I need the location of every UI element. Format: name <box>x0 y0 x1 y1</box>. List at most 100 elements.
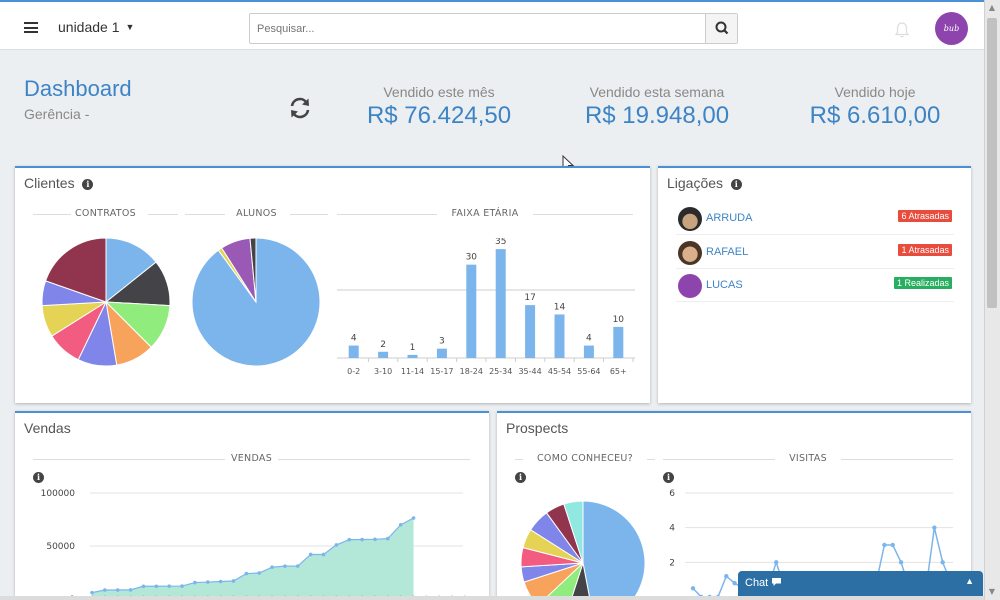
chat-widget[interactable]: Chat ▲ <box>738 571 983 596</box>
bar <box>407 354 418 358</box>
call-name[interactable]: RAFAEL <box>706 246 749 258</box>
data-point <box>898 560 904 565</box>
stat-week-value: R$ 19.948,00 <box>584 102 730 129</box>
data-point <box>724 574 729 579</box>
caret-down-icon: ▼ <box>125 22 135 32</box>
area-fill <box>92 518 414 599</box>
unit-label: unidade 1 <box>58 19 120 35</box>
avatar <box>678 207 702 231</box>
data-label: 4 <box>351 334 357 344</box>
unit-selector[interactable]: unidade 1 ▼ <box>58 19 134 35</box>
data-label: 35 <box>495 238 506 247</box>
series-line <box>91 517 414 594</box>
card-title: Prospects <box>506 420 569 436</box>
stat-month-label: Vendido este mês <box>383 84 495 100</box>
data-point <box>244 571 249 576</box>
y-tick-label: 100000 <box>41 489 76 499</box>
data-label: 10 <box>613 315 625 325</box>
call-row-arruda[interactable]: ARRUDA 6 Atrasadas <box>676 202 954 235</box>
call-row-rafael[interactable]: RAFAEL 1 Atrasadas <box>676 236 954 269</box>
data-point <box>283 564 287 568</box>
section-visitas: VISITAS <box>663 453 953 464</box>
x-tick-label: 45-54 <box>548 367 571 376</box>
data-point <box>882 542 887 548</box>
data-point <box>231 579 236 583</box>
data-point <box>270 565 274 569</box>
data-point <box>154 584 159 589</box>
chat-label: Chat <box>745 577 782 589</box>
stat-month: Vendido este mês R$ 76.424,50 <box>359 84 519 130</box>
x-tick-label: 55-64 <box>577 367 600 376</box>
section-contratos: CONTRATOS <box>33 208 178 219</box>
call-name[interactable]: LUCAS <box>706 279 743 291</box>
bell-icon[interactable] <box>893 21 911 39</box>
x-tick-label: 18-24 <box>460 367 483 376</box>
info-icon[interactable]: i <box>515 472 526 483</box>
clientes-card: Clientes i CONTRATOS ALUNOS FAIXA ETÁRIA… <box>15 166 650 403</box>
data-point <box>398 523 403 527</box>
status-badge: 1 Atrasadas <box>898 244 952 256</box>
data-point <box>128 588 133 592</box>
data-label: 14 <box>554 302 566 312</box>
user-avatar[interactable]: bub <box>935 12 968 45</box>
x-tick-label: 15-17 <box>430 367 453 376</box>
data-label: 17 <box>524 293 535 303</box>
data-label: 1 <box>410 343 416 353</box>
search-input[interactable] <box>250 14 705 43</box>
x-tick-label: 3-10 <box>374 367 392 376</box>
data-point <box>360 537 364 542</box>
bar <box>613 326 624 358</box>
scroll-thumb[interactable] <box>987 18 997 308</box>
info-icon[interactable]: i <box>82 179 94 190</box>
faixa-etaria-bar-chart: 4 0-2 2 3-10 1 11-14 3 15-17 30 18-24 35 25-34 17 35-… <box>337 238 635 376</box>
info-icon[interactable]: i <box>730 179 742 190</box>
page-scrollbar[interactable]: ▲ ▼ <box>984 0 1000 600</box>
avatar <box>678 274 702 298</box>
avatar-logo-text: bub <box>943 24 960 33</box>
call-row-lucas[interactable]: LUCAS 1 Realizadas <box>676 269 954 302</box>
data-label: 3 <box>439 337 445 347</box>
stat-today-value: R$ 6.610,00 <box>809 102 941 129</box>
data-label: 30 <box>466 253 478 263</box>
data-point <box>690 586 696 591</box>
data-point <box>373 537 377 542</box>
pie-slice <box>44 237 107 303</box>
search-box <box>249 13 738 44</box>
data-point <box>386 536 390 541</box>
search-icon <box>715 21 729 35</box>
data-point <box>932 525 937 530</box>
data-point <box>732 580 737 586</box>
pie-slice <box>582 500 646 600</box>
x-tick-label: 0-2 <box>347 367 360 376</box>
refresh-icon[interactable] <box>288 96 312 120</box>
horizontal-scrollbar[interactable] <box>0 596 984 600</box>
hamburger-menu-icon[interactable] <box>24 22 38 33</box>
scroll-down-arrow-icon[interactable]: ▼ <box>988 587 996 596</box>
card-title: Clientes i <box>24 175 94 191</box>
top-navbar: unidade 1 ▼ bub <box>0 0 984 50</box>
chat-text: Chat <box>745 577 769 589</box>
data-point <box>115 588 120 592</box>
page-subtitle: Gerência - <box>24 106 90 122</box>
pie-slice <box>570 562 591 600</box>
bar <box>525 305 536 358</box>
contratos-pie-chart <box>41 237 171 367</box>
bar <box>466 264 477 358</box>
bar <box>378 351 389 358</box>
info-icon[interactable]: i <box>33 472 44 483</box>
stat-week: Vendido esta semana R$ 19.948,00 <box>577 84 737 130</box>
y-tick-label: 50000 <box>46 542 75 552</box>
chevron-up-icon[interactable]: ▲ <box>965 576 974 586</box>
bar <box>583 345 594 358</box>
search-button[interactable] <box>705 14 737 43</box>
ligacoes-card: Ligações i ARRUDA 6 Atrasadas RAFAEL 1 A… <box>658 166 971 403</box>
info-icon[interactable]: i <box>663 472 674 483</box>
chat-bubble-icon <box>772 578 782 586</box>
status-badge: 1 Realizadas <box>893 277 952 289</box>
y-tick-label: 2 <box>669 558 675 568</box>
data-point <box>141 584 146 589</box>
scroll-up-arrow-icon[interactable]: ▲ <box>988 3 996 12</box>
bar <box>348 345 359 358</box>
call-name[interactable]: ARRUDA <box>706 212 753 224</box>
como-conheceu-pie-chart <box>521 500 646 600</box>
